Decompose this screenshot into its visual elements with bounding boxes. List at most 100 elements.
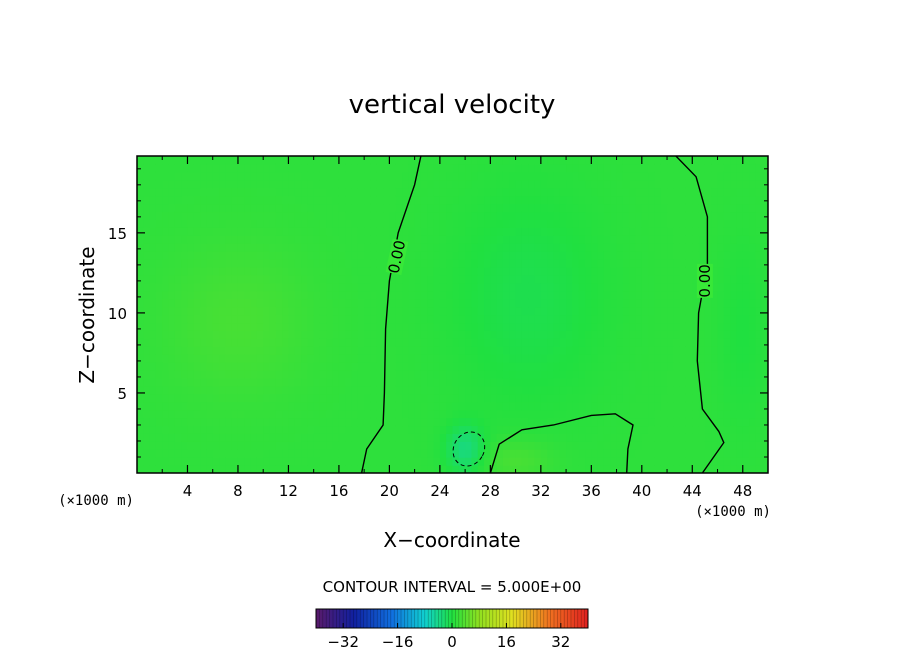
field-cell xyxy=(685,385,693,395)
field-cell xyxy=(755,251,763,260)
field-cell xyxy=(414,251,422,260)
field-cell xyxy=(477,369,485,379)
field-cell xyxy=(256,219,264,228)
field-cell xyxy=(679,171,687,181)
field-cell xyxy=(603,306,611,316)
field-cell xyxy=(528,227,536,236)
field-cell xyxy=(326,195,334,205)
field-cell xyxy=(635,306,643,316)
field-cell xyxy=(338,266,346,276)
field-cell xyxy=(736,187,744,197)
field-cell xyxy=(174,369,182,379)
field-cell xyxy=(250,322,258,331)
field-cell xyxy=(288,393,296,403)
field-cell xyxy=(717,195,725,205)
field-cell xyxy=(553,259,561,268)
field-cell xyxy=(692,163,700,173)
field-cell xyxy=(540,187,548,197)
field-cell xyxy=(313,266,321,276)
field-cell xyxy=(332,457,340,466)
field-cell xyxy=(174,338,182,347)
field-cell xyxy=(206,203,214,213)
field-cell xyxy=(345,457,353,466)
field-cell xyxy=(225,156,233,165)
field-cell xyxy=(502,179,510,189)
field-cell xyxy=(509,274,517,284)
field-cell xyxy=(275,266,283,276)
field-cell xyxy=(711,377,719,387)
field-cell xyxy=(490,433,498,442)
field-cell xyxy=(364,322,372,331)
field-cell xyxy=(319,354,327,363)
field-cell xyxy=(370,425,378,434)
field-cell xyxy=(402,409,409,419)
field-cell xyxy=(559,401,567,411)
field-cell xyxy=(509,243,517,252)
field-cell xyxy=(408,227,416,236)
field-cell xyxy=(679,425,687,434)
field-cell xyxy=(629,362,637,371)
field-cell xyxy=(679,251,687,260)
field-cell xyxy=(275,425,283,434)
field-cell xyxy=(408,282,416,292)
field-cell xyxy=(736,266,744,276)
field-cell xyxy=(212,290,220,300)
field-cell xyxy=(294,171,302,181)
field-cell xyxy=(231,282,239,292)
field-cell xyxy=(742,251,750,260)
field-cell xyxy=(761,314,768,324)
field-cell xyxy=(534,393,542,403)
field-cell xyxy=(446,274,454,284)
field-cell xyxy=(572,369,580,379)
field-cell xyxy=(307,409,315,419)
field-cell xyxy=(698,227,706,236)
field-cell xyxy=(685,274,693,284)
field-cell xyxy=(256,179,264,189)
field-cell xyxy=(749,274,756,284)
field-cell xyxy=(250,369,258,379)
field-cell xyxy=(622,449,630,458)
field-cell xyxy=(730,417,738,427)
field-cell xyxy=(471,346,479,355)
field-cell xyxy=(458,449,466,458)
field-cell xyxy=(294,409,302,419)
field-cell xyxy=(263,401,271,411)
field-cell xyxy=(332,195,340,205)
field-cell xyxy=(370,346,378,355)
field-cell xyxy=(559,156,567,165)
field-cell xyxy=(383,465,390,473)
field-cell xyxy=(521,211,529,220)
field-cell xyxy=(181,457,189,466)
field-cell xyxy=(288,243,296,252)
field-cell xyxy=(370,330,378,339)
field-cell xyxy=(673,346,681,355)
field-cell xyxy=(357,227,365,236)
field-cell xyxy=(420,425,428,434)
field-cell xyxy=(370,187,378,197)
field-cell xyxy=(547,441,555,450)
field-cell xyxy=(528,433,536,442)
field-cell xyxy=(256,282,264,292)
field-cell xyxy=(187,330,195,339)
field-cell xyxy=(370,235,378,244)
field-cell xyxy=(319,290,327,300)
field-cell xyxy=(477,306,485,316)
field-cell xyxy=(307,425,315,434)
field-cell xyxy=(711,227,719,236)
field-cell xyxy=(521,401,529,411)
field-cell xyxy=(629,203,637,213)
field-cell xyxy=(629,298,637,308)
field-cell xyxy=(704,465,712,473)
field-cell xyxy=(509,306,517,316)
field-cell xyxy=(717,243,725,252)
field-cell xyxy=(181,314,189,324)
field-cell xyxy=(408,385,416,395)
field-cell xyxy=(471,171,479,181)
field-cell xyxy=(559,322,567,331)
field-cell xyxy=(427,243,435,252)
field-cell xyxy=(231,449,239,458)
field-cell xyxy=(149,266,157,276)
field-cell xyxy=(622,330,630,339)
field-cell xyxy=(521,393,529,403)
field-cell xyxy=(673,235,681,244)
